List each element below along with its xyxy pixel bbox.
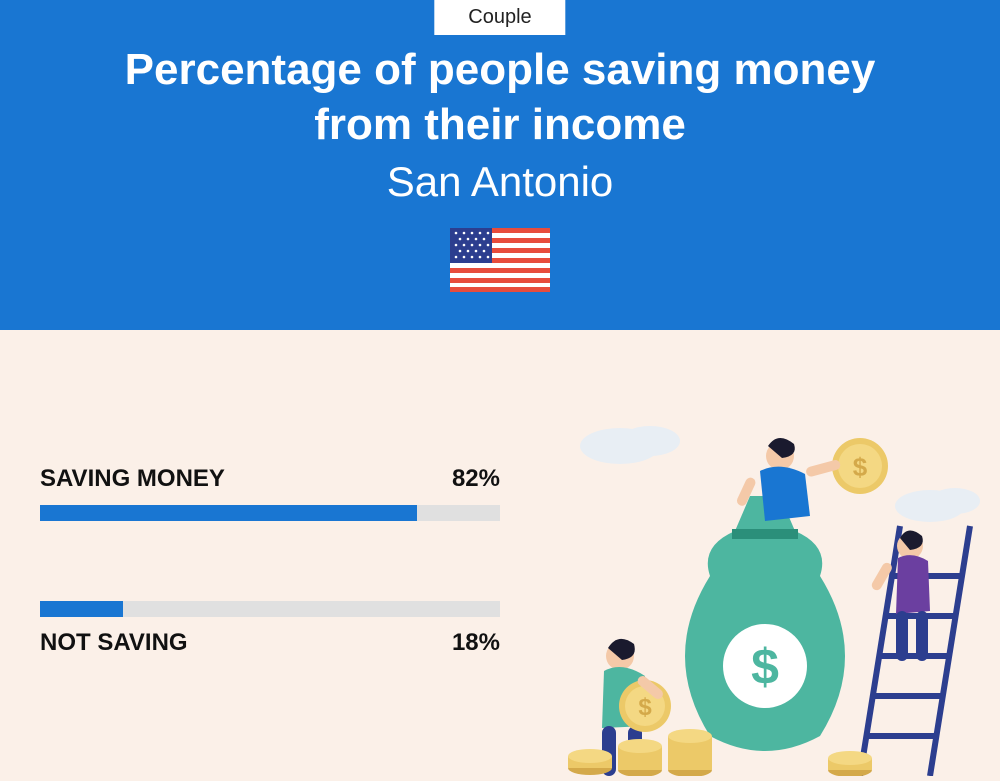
bar-not-saving-fill [40, 601, 123, 617]
title-line-2: from their income [314, 100, 686, 149]
svg-text:$: $ [751, 639, 779, 695]
title-line-1: Percentage of people saving money [125, 45, 876, 94]
bar-saving: SAVING MONEY 82% [40, 465, 500, 521]
location-subtitle: San Antonio [0, 158, 1000, 206]
page-title: Percentage of people saving money from t… [0, 42, 1000, 152]
bar-not-saving-track [40, 601, 500, 617]
us-flag-icon [450, 228, 550, 292]
bar-saving-label: SAVING MONEY [40, 465, 225, 493]
category-badge: Couple [434, 0, 565, 35]
bar-not-saving: NOT SAVING 18% [40, 601, 500, 657]
savings-illustration: $ $ [550, 396, 990, 776]
bar-saving-value: 82% [452, 465, 500, 493]
svg-text:$: $ [638, 694, 652, 721]
bar-not-saving-value: 18% [452, 629, 500, 657]
bar-saving-fill [40, 505, 417, 521]
bar-chart: SAVING MONEY 82% NOT SAVING 18% [40, 465, 500, 657]
bar-saving-track [40, 505, 500, 521]
svg-text:$: $ [853, 452, 868, 482]
bar-not-saving-label: NOT SAVING [40, 629, 188, 657]
